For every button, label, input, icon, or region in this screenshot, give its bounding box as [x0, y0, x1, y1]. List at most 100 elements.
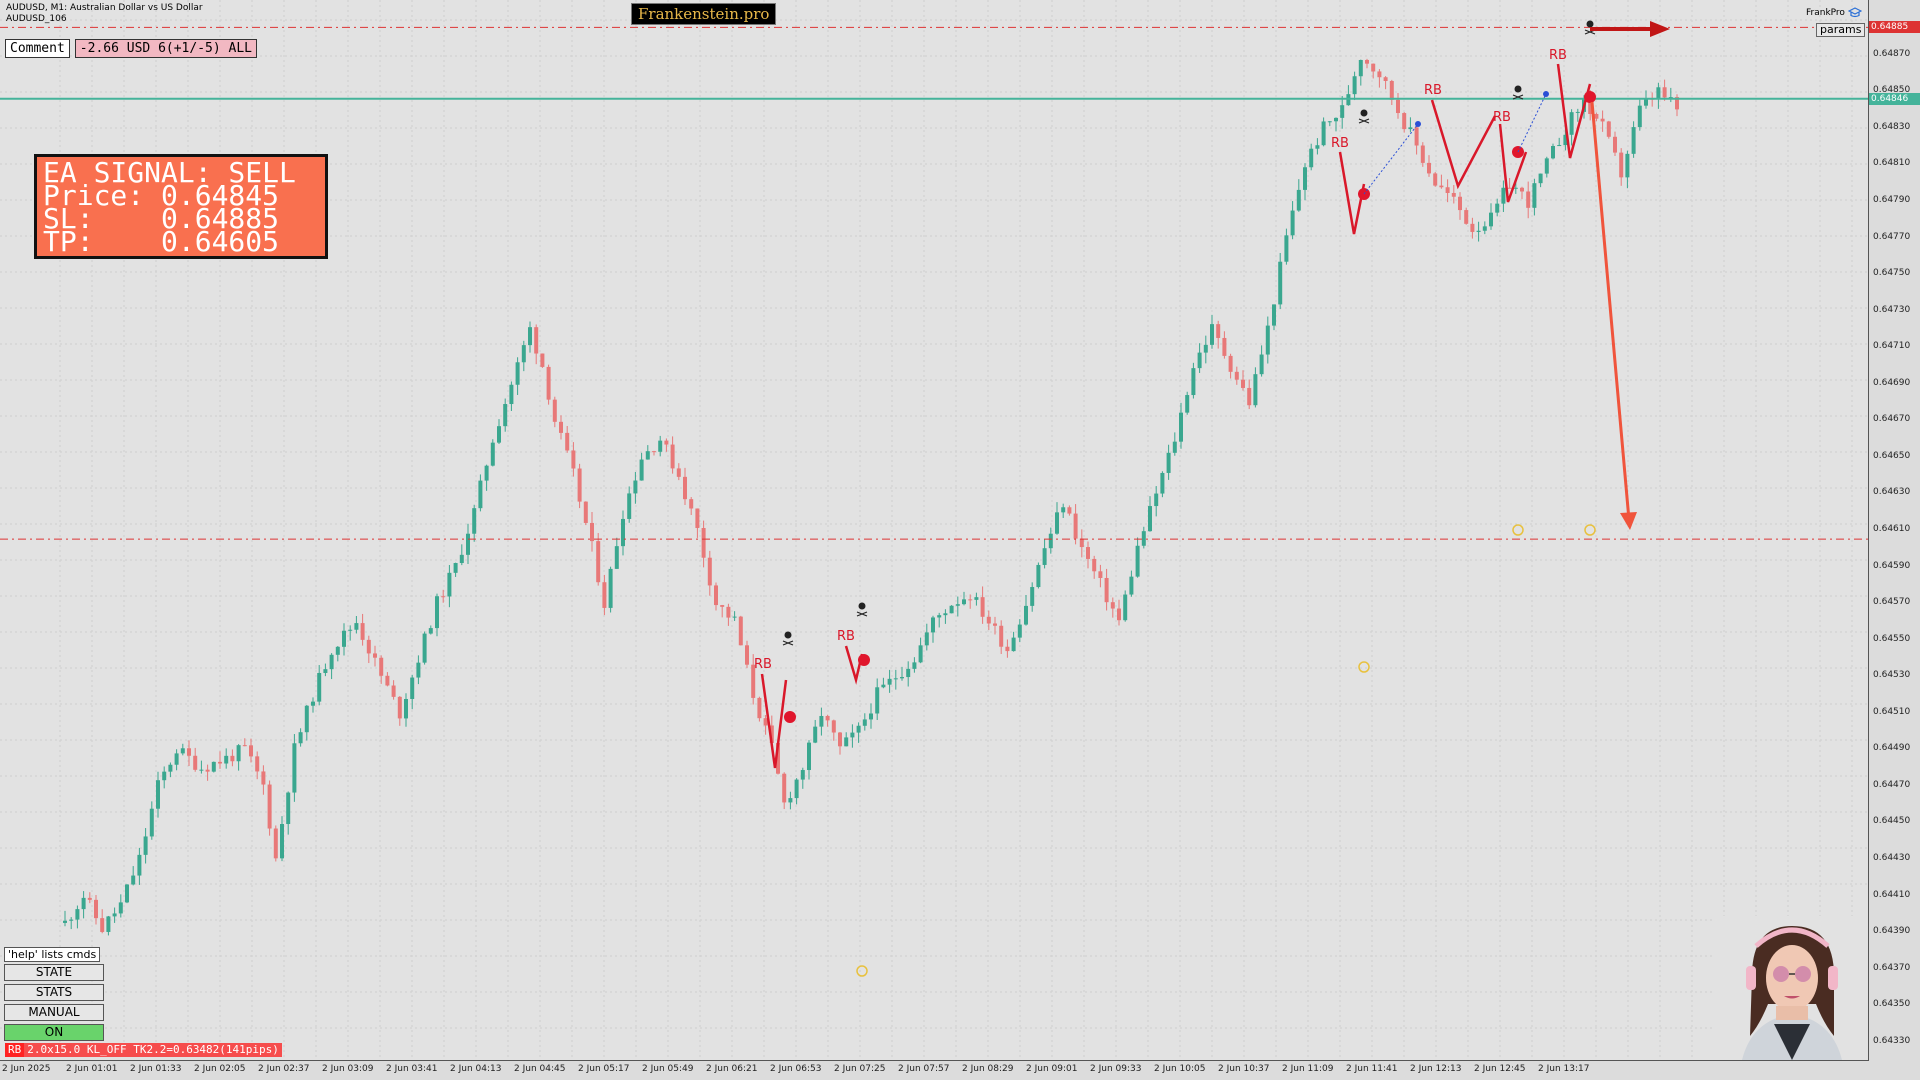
price-tick: 0.64470	[1873, 779, 1911, 790]
candle-body	[844, 737, 849, 747]
signal-tp: TP: 0.64605	[43, 225, 280, 258]
candle-body	[435, 596, 439, 629]
candle-body	[1470, 223, 1475, 232]
candle-body	[763, 718, 768, 726]
manual-button[interactable]: MANUAL	[4, 1004, 104, 1021]
candle-body	[583, 501, 588, 523]
tp-arrow-head	[1620, 512, 1637, 530]
candle-body	[1513, 187, 1518, 189]
price-tick: 0.64410	[1873, 889, 1911, 900]
candle-body	[1141, 531, 1146, 546]
candle-body	[373, 653, 377, 658]
time-tick: 2 Jun 13:17	[1538, 1064, 1590, 1074]
candle-body	[887, 678, 892, 685]
candle-body	[1439, 185, 1444, 188]
comment-button[interactable]: Comment	[5, 39, 70, 58]
candle-body	[1340, 105, 1345, 118]
signal-sl: SL: 0.64885	[43, 202, 280, 235]
candle-body	[1117, 608, 1121, 621]
pattern-label: RB	[754, 657, 772, 672]
time-tick: 2 Jun 01:01	[66, 1064, 118, 1074]
candle-body	[1123, 594, 1128, 621]
candle-body	[416, 662, 421, 678]
skull-icon	[858, 602, 866, 610]
price-tick: 0.64730	[1873, 304, 1911, 315]
candle-body	[156, 780, 160, 809]
sl-arrow-head	[1650, 21, 1670, 37]
pnl-summary: -2.66 USD 6(+1/-5) ALL	[74, 39, 257, 58]
time-axis[interactable]: 2 Jun 2025 2 Jun 01:01 2 Jun 01:33 2 Jun 02…	[0, 1061, 1869, 1080]
candle-body	[1278, 261, 1283, 305]
candle-body	[652, 451, 656, 453]
candle-body	[732, 616, 737, 618]
candle-body	[1179, 412, 1183, 442]
candle-body	[354, 623, 359, 630]
time-tick: 2 Jun 05:49	[642, 1064, 694, 1074]
skull-icon	[1586, 20, 1594, 28]
candle-body	[1532, 183, 1537, 208]
candle-body	[1030, 587, 1035, 606]
candle-body	[701, 528, 706, 558]
sell-marker	[784, 711, 796, 723]
candle-body	[1247, 387, 1252, 406]
candle-body	[627, 493, 632, 519]
candle-body	[329, 654, 334, 670]
candle-body	[1005, 646, 1010, 652]
brand-label[interactable]: Frankenstein.pro	[631, 3, 777, 25]
candle-body	[645, 451, 650, 460]
candle-body	[410, 677, 415, 699]
candle-body	[69, 919, 74, 921]
candle-body	[1464, 210, 1469, 224]
candle-body	[472, 508, 477, 534]
candle-body	[999, 625, 1004, 647]
candle-body	[1253, 374, 1258, 406]
frankpro-label: FrankPro	[1806, 7, 1862, 18]
state-button[interactable]: STATE	[4, 964, 104, 981]
candle-body	[1389, 81, 1394, 100]
comment-row: Comment -2.66 USD 6(+1/-5) ALL	[5, 39, 257, 58]
candle-body	[1538, 173, 1543, 184]
price-tick: 0.64770	[1873, 231, 1911, 242]
candle-body	[1644, 98, 1648, 106]
price-axis[interactable]: 0.64870 0.64850 0.64830 0.64810 0.64790 0.647…	[1869, 0, 1920, 1060]
candle-body	[918, 645, 923, 663]
chart-area[interactable]: RB RB RB RB RB RB AUDUSD, M1: Australian Doll…	[0, 0, 1869, 1061]
candle-body	[1315, 145, 1320, 149]
candle-body	[1098, 571, 1103, 578]
candle-body	[187, 748, 191, 756]
candle-body	[1216, 324, 1221, 338]
candle-body	[986, 616, 991, 624]
candle-body	[856, 725, 861, 733]
candle-body	[559, 421, 563, 433]
target-marker	[1512, 524, 1524, 536]
on-button[interactable]: ON	[4, 1024, 104, 1041]
time-tick: 2 Jun 2025	[2, 1064, 51, 1074]
candle-body	[1321, 121, 1326, 146]
candle-body	[968, 599, 973, 601]
candle-body	[1265, 325, 1270, 355]
candle-body	[1631, 127, 1636, 154]
candle-body	[1272, 304, 1276, 326]
price-chart[interactable]: RB RB RB RB RB RB	[0, 0, 1868, 1060]
candle-body	[707, 557, 712, 586]
candle-body	[385, 675, 390, 686]
stats-button[interactable]: STATS	[4, 984, 104, 1001]
candle-body	[596, 541, 601, 583]
candle-body	[1104, 577, 1109, 603]
status-text: 2.0x15.0 KL_OFF TK2.2=0.63482(141pips)	[24, 1043, 282, 1057]
candle-body	[397, 696, 402, 719]
candle-body	[1637, 105, 1642, 128]
params-button[interactable]: params	[1816, 23, 1866, 37]
pattern-6	[1556, 63, 1592, 159]
candle-body	[881, 684, 886, 688]
candle-body	[118, 902, 123, 914]
price-tick: 0.64830	[1873, 121, 1911, 132]
candle-body	[943, 613, 948, 616]
candle-body	[218, 761, 222, 764]
price-tick: 0.64430	[1873, 852, 1911, 863]
candle-body	[1588, 98, 1593, 114]
sl-price-marker: 0.64885	[1869, 21, 1920, 34]
candle-body	[670, 444, 675, 469]
candle-body	[422, 633, 427, 663]
candle-body	[831, 720, 836, 733]
